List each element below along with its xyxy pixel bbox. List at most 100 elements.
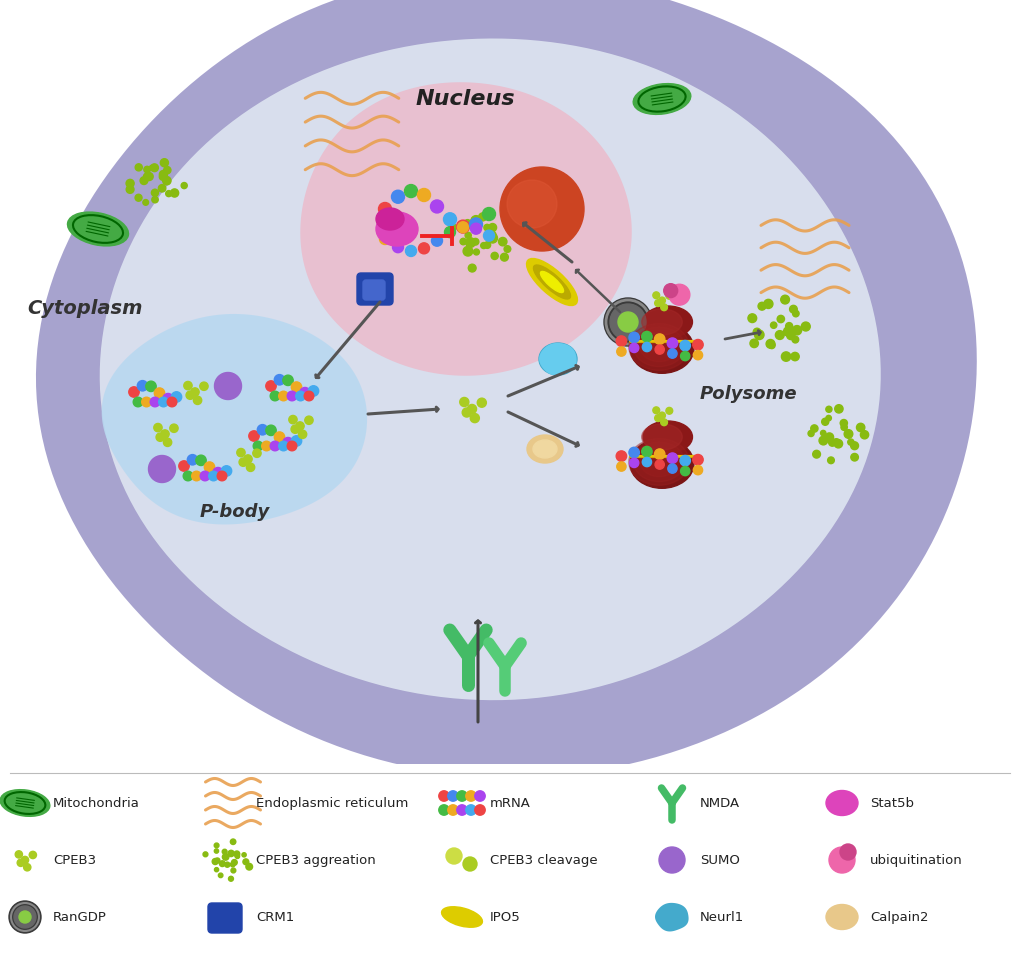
Circle shape	[222, 849, 227, 854]
Circle shape	[135, 194, 142, 202]
Circle shape	[213, 467, 223, 478]
Ellipse shape	[441, 906, 482, 927]
Text: mRNA: mRNA	[489, 796, 530, 810]
Circle shape	[187, 455, 198, 465]
Circle shape	[471, 216, 481, 225]
Circle shape	[161, 430, 169, 438]
Ellipse shape	[825, 791, 857, 816]
Circle shape	[680, 351, 689, 361]
Circle shape	[449, 224, 457, 230]
Circle shape	[472, 239, 478, 245]
Circle shape	[144, 166, 150, 173]
Circle shape	[278, 441, 288, 451]
Text: ubiquitination: ubiquitination	[869, 854, 962, 866]
Circle shape	[282, 375, 292, 386]
Circle shape	[490, 252, 497, 260]
Circle shape	[487, 233, 497, 243]
Circle shape	[230, 839, 235, 844]
Circle shape	[658, 847, 685, 873]
Circle shape	[486, 231, 496, 241]
Circle shape	[616, 347, 626, 356]
Circle shape	[266, 381, 276, 392]
Circle shape	[473, 249, 479, 255]
Circle shape	[776, 315, 784, 323]
Circle shape	[438, 805, 448, 816]
Circle shape	[767, 342, 774, 349]
Circle shape	[391, 190, 405, 203]
Circle shape	[754, 330, 763, 340]
Circle shape	[219, 860, 225, 866]
Circle shape	[379, 234, 390, 244]
Text: Calpain2: Calpain2	[869, 910, 927, 923]
Circle shape	[244, 455, 252, 463]
Circle shape	[785, 323, 792, 329]
Circle shape	[203, 852, 208, 857]
Circle shape	[629, 343, 638, 352]
Circle shape	[163, 166, 171, 174]
Polygon shape	[538, 343, 576, 375]
Circle shape	[847, 439, 853, 445]
Circle shape	[641, 331, 651, 342]
Circle shape	[652, 407, 659, 414]
Circle shape	[790, 352, 799, 361]
Circle shape	[850, 442, 858, 450]
Circle shape	[300, 388, 310, 398]
Circle shape	[288, 415, 297, 424]
Ellipse shape	[0, 790, 50, 817]
Circle shape	[149, 456, 175, 482]
Circle shape	[460, 397, 469, 407]
Circle shape	[792, 326, 801, 335]
Circle shape	[222, 854, 228, 860]
Circle shape	[667, 464, 677, 474]
Ellipse shape	[633, 328, 684, 367]
Circle shape	[467, 405, 476, 414]
Circle shape	[654, 345, 663, 354]
Circle shape	[191, 388, 199, 396]
Circle shape	[159, 174, 166, 180]
Circle shape	[212, 859, 218, 864]
Circle shape	[747, 314, 756, 323]
Circle shape	[480, 243, 486, 248]
Circle shape	[618, 312, 637, 332]
Circle shape	[296, 422, 304, 430]
Circle shape	[482, 207, 495, 221]
Circle shape	[405, 184, 417, 198]
Circle shape	[692, 339, 702, 350]
Circle shape	[609, 304, 645, 340]
Circle shape	[483, 224, 490, 231]
Circle shape	[183, 471, 193, 480]
Circle shape	[266, 425, 276, 435]
Ellipse shape	[641, 308, 682, 335]
Circle shape	[488, 223, 496, 231]
Circle shape	[200, 471, 210, 480]
Ellipse shape	[533, 265, 570, 299]
Circle shape	[305, 416, 313, 424]
Ellipse shape	[67, 212, 128, 246]
Circle shape	[14, 906, 36, 928]
Circle shape	[181, 182, 187, 189]
Circle shape	[654, 300, 661, 307]
Ellipse shape	[506, 180, 556, 228]
Circle shape	[136, 164, 143, 171]
Circle shape	[17, 860, 24, 866]
Circle shape	[430, 200, 443, 213]
Circle shape	[812, 451, 819, 458]
Circle shape	[262, 441, 271, 451]
Circle shape	[23, 863, 31, 871]
Circle shape	[9, 901, 41, 933]
Circle shape	[169, 424, 178, 433]
Circle shape	[466, 238, 475, 247]
Circle shape	[214, 867, 218, 872]
Circle shape	[663, 284, 677, 298]
Circle shape	[834, 439, 842, 448]
Ellipse shape	[639, 332, 678, 362]
Circle shape	[781, 351, 790, 361]
Text: RanGDP: RanGDP	[53, 910, 107, 923]
Ellipse shape	[630, 439, 693, 488]
Circle shape	[463, 857, 477, 871]
Circle shape	[142, 397, 151, 407]
Circle shape	[230, 868, 235, 873]
Circle shape	[464, 220, 471, 226]
Polygon shape	[300, 82, 631, 375]
Ellipse shape	[643, 421, 692, 453]
